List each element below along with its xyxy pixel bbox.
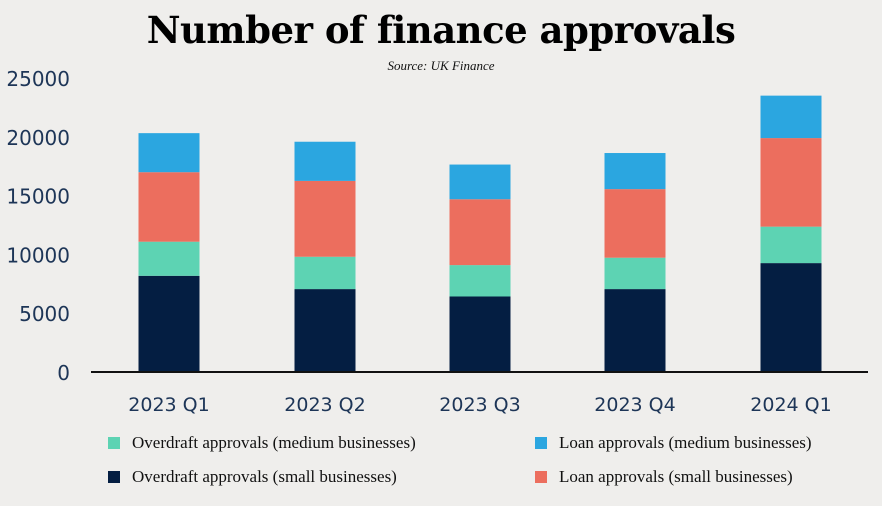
legend-item-loan-small: Loan approvals (small businesses) xyxy=(535,467,793,487)
x-tick-label: 2023 Q3 xyxy=(439,394,520,416)
legend-item-overdraft-small: Overdraft approvals (small businesses) xyxy=(108,467,397,487)
legend-swatch xyxy=(108,437,120,449)
bar-segment xyxy=(604,189,666,258)
bar-segment xyxy=(604,153,666,190)
legend-item-overdraft-medium: Overdraft approvals (medium businesses) xyxy=(108,433,416,453)
x-tick-label: 2023 Q2 xyxy=(284,394,365,416)
y-tick-label: 0 xyxy=(57,361,70,385)
bar-segment xyxy=(294,141,356,181)
legend-label: Overdraft approvals (medium businesses) xyxy=(132,433,416,452)
legend-swatch xyxy=(535,471,547,483)
bar-segment xyxy=(760,138,822,227)
bar-segment xyxy=(294,289,356,372)
y-tick-label: 5000 xyxy=(19,302,70,326)
bar-segment xyxy=(449,199,511,266)
legend-item-loan-medium: Loan approvals (medium businesses) xyxy=(535,433,812,453)
x-tick-label: 2023 Q1 xyxy=(128,394,209,416)
chart-subtitle: Source: UK Finance xyxy=(387,58,495,73)
bar-segment xyxy=(760,263,822,372)
y-tick-label: 10000 xyxy=(6,243,70,267)
bar-segment xyxy=(449,164,511,200)
y-tick-label: 20000 xyxy=(6,126,70,150)
bar-segment xyxy=(604,289,666,372)
bar-segment xyxy=(294,180,356,257)
bar-segment xyxy=(138,172,200,242)
bar-segment xyxy=(760,226,822,264)
legend-label: Loan approvals (small businesses) xyxy=(559,467,793,486)
x-tick-label: 2023 Q4 xyxy=(594,394,675,416)
bar-segment xyxy=(138,241,200,276)
bar-segment xyxy=(604,257,666,290)
legend-label: Overdraft approvals (small businesses) xyxy=(132,467,397,486)
bar-segment xyxy=(138,275,200,372)
legend-swatch xyxy=(535,437,547,449)
x-tick-label: 2024 Q1 xyxy=(750,394,831,416)
bar-segment xyxy=(294,256,356,290)
legend-label: Loan approvals (medium businesses) xyxy=(559,433,812,452)
bar-segment xyxy=(760,95,822,139)
legend-swatch xyxy=(108,471,120,483)
y-tick-label: 25000 xyxy=(6,67,70,91)
bar-segment xyxy=(138,133,200,173)
bar-segment xyxy=(449,265,511,297)
y-tick-label: 15000 xyxy=(6,185,70,209)
bar-segment xyxy=(449,296,511,372)
chart-title: Number of finance approvals xyxy=(146,8,736,52)
